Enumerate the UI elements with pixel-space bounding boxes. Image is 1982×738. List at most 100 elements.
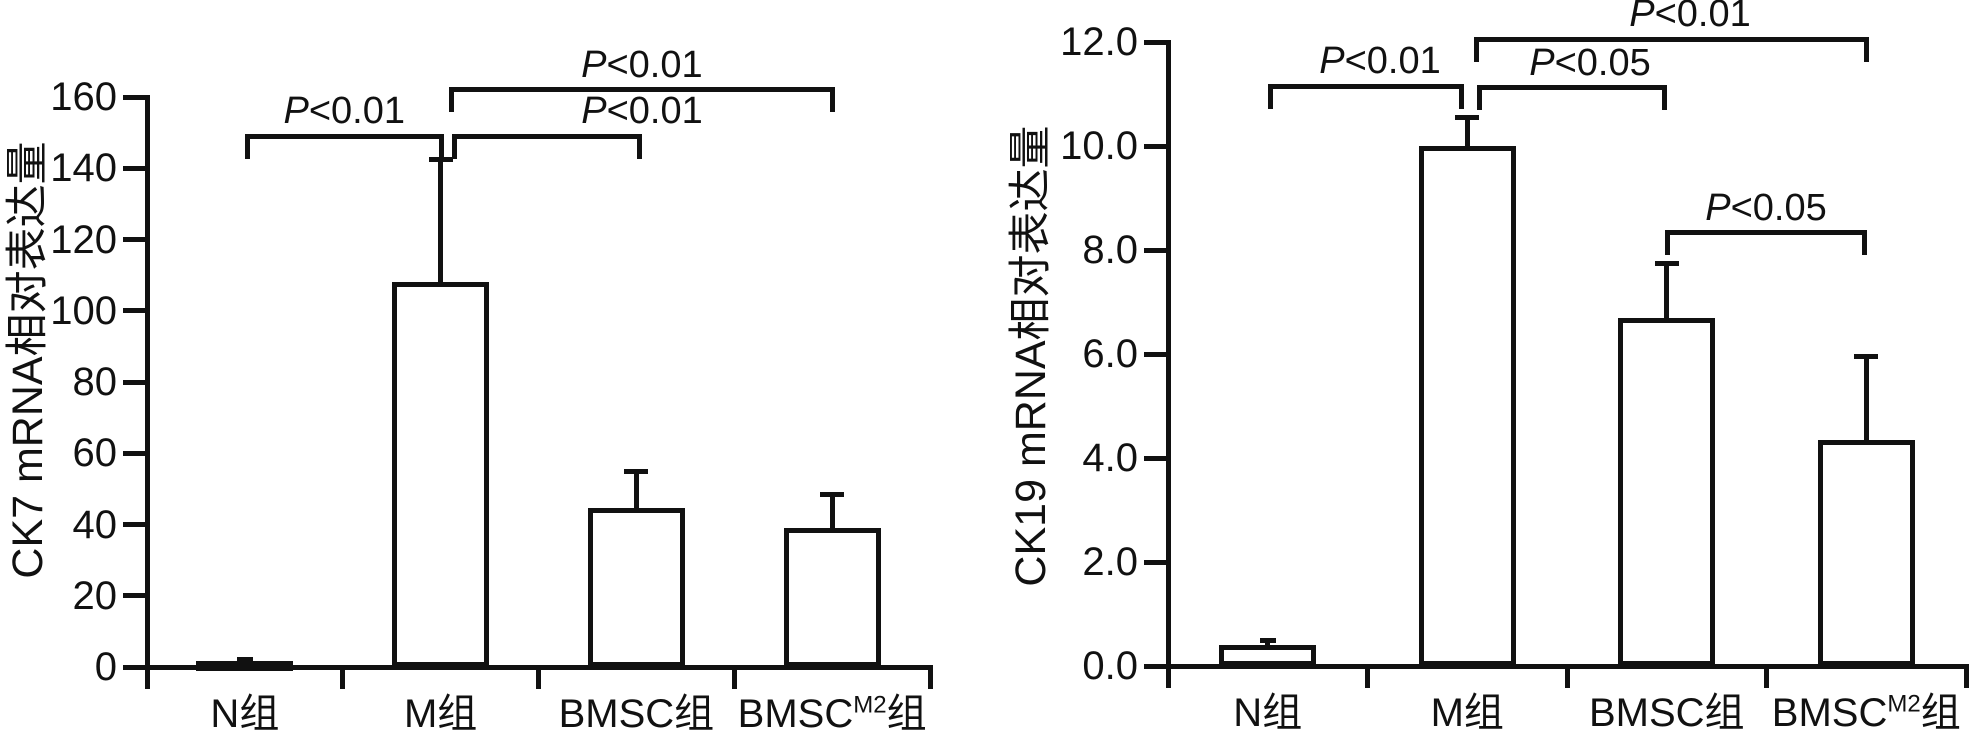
y-axis-tick — [1143, 247, 1166, 253]
y-axis-tick — [122, 308, 145, 314]
sig-bracket-leg — [1267, 88, 1273, 109]
y-tick-label: 20 — [72, 573, 118, 618]
x-axis-tick — [1365, 666, 1370, 688]
sig-label: P<0.01 — [1629, 0, 1751, 36]
sig-bracket-leg — [1864, 41, 1870, 62]
y-axis-title: CK19 mRNA相对表达量 — [1007, 125, 1055, 587]
y-axis-tick — [122, 522, 145, 527]
error-bar-line — [1265, 640, 1271, 646]
category-label: BMSCM2组 — [1771, 690, 1961, 735]
error-bar-line — [438, 159, 444, 283]
x-axis-tick — [144, 667, 150, 689]
error-bar-line — [1464, 117, 1470, 146]
y-tick-label: 0 — [94, 645, 117, 689]
sig-bracket-bar — [1474, 36, 1870, 42]
sig-bracket-bar — [451, 133, 643, 139]
y-tick-label: 8.0 — [1082, 228, 1138, 272]
y-axis-tick — [1143, 143, 1166, 149]
error-bar-line — [1863, 356, 1869, 440]
bar-BMSC组 — [587, 508, 685, 667]
sig-bracket-bar — [1664, 230, 1868, 236]
sig-label: P<0.01 — [581, 43, 703, 86]
sig-bracket-bar — [448, 87, 836, 93]
error-bar-cap — [236, 656, 253, 662]
category-label: N组 — [210, 692, 280, 736]
sig-bracket-leg — [1862, 235, 1868, 256]
error-bar-cap — [1654, 260, 1679, 266]
bar-BMSC组 — [1618, 317, 1716, 666]
category-label: M组 — [1430, 691, 1504, 735]
y-tick-label: 0.0 — [1082, 644, 1138, 688]
y-tick-label: 100 — [50, 288, 117, 333]
category-label: M组 — [403, 692, 478, 736]
y-axis-tick — [122, 94, 145, 100]
error-bar-cap — [428, 156, 453, 162]
sig-bracket-leg — [830, 92, 836, 113]
category-label: BMSCM2组 — [737, 691, 927, 736]
y-tick-label: 60 — [72, 431, 118, 476]
y-axis-tick — [122, 237, 145, 242]
sig-bracket-bar — [1477, 85, 1667, 91]
y-axis-tick — [1143, 351, 1166, 357]
sig-bracket-leg — [1661, 90, 1667, 111]
bar-M组 — [1418, 146, 1516, 666]
y-tick-label: 120 — [50, 217, 117, 262]
sig-bracket-leg — [1664, 235, 1670, 256]
x-axis-tick — [927, 667, 933, 689]
sig-bracket-bar — [1267, 83, 1465, 89]
bar-BMSC^M2组 — [783, 528, 881, 667]
sig-label: P<0.05 — [1705, 186, 1827, 229]
sig-bracket-leg — [448, 92, 454, 113]
sig-label: P<0.01 — [283, 90, 405, 133]
sig-bracket-bar — [244, 133, 444, 139]
error-bar-cap — [1259, 637, 1276, 643]
error-bar-cap — [1854, 354, 1879, 360]
sig-bracket-leg — [1477, 90, 1483, 111]
category-label: N组 — [1233, 691, 1303, 735]
error-bar-line — [633, 471, 639, 509]
bar-N组 — [196, 661, 294, 671]
error-bar-line — [829, 494, 835, 529]
y-axis-tick — [1143, 663, 1166, 669]
y-axis-tick — [1143, 39, 1166, 45]
error-bar-line — [1664, 263, 1670, 318]
sig-bracket-leg — [438, 138, 444, 159]
sig-bracket-leg — [1459, 88, 1465, 109]
sig-bracket-leg — [244, 138, 250, 159]
category-label: BMSC组 — [558, 692, 715, 736]
y-axis-line — [144, 94, 150, 670]
x-axis-tick — [731, 667, 737, 689]
y-axis-tick — [122, 165, 145, 171]
sig-bracket-leg — [451, 138, 457, 159]
sig-label: P<0.05 — [1529, 41, 1651, 84]
y-tick-label: 80 — [72, 360, 118, 404]
sig-bracket-leg — [637, 138, 643, 159]
y-axis-tick — [1143, 455, 1166, 461]
error-bar-cap — [624, 468, 649, 474]
y-axis-tick — [122, 379, 145, 385]
sig-bracket-leg — [1474, 41, 1480, 62]
bar-BMSC^M2组 — [1817, 439, 1915, 666]
y-tick-label: 4.0 — [1082, 436, 1138, 480]
y-axis-tick — [122, 593, 145, 599]
x-axis-tick — [1963, 666, 1969, 688]
sig-label: P<0.01 — [1319, 40, 1441, 83]
bar-N组 — [1219, 645, 1317, 666]
y-tick-label: 10.0 — [1060, 124, 1138, 168]
x-axis-tick — [1165, 666, 1171, 688]
x-axis-tick — [1564, 666, 1570, 688]
x-axis-tick — [1764, 666, 1769, 688]
y-axis-tick — [122, 450, 145, 456]
y-axis-tick — [122, 664, 145, 670]
sig-label: P<0.01 — [581, 90, 703, 133]
x-axis-tick — [536, 667, 541, 689]
y-tick-label: 40 — [72, 502, 118, 547]
y-tick-label: 160 — [50, 75, 117, 119]
y-tick-label: 2.0 — [1082, 540, 1138, 584]
category-label: BMSC组 — [1588, 691, 1745, 735]
error-bar-cap — [820, 491, 845, 497]
y-tick-label: 6.0 — [1082, 332, 1138, 376]
